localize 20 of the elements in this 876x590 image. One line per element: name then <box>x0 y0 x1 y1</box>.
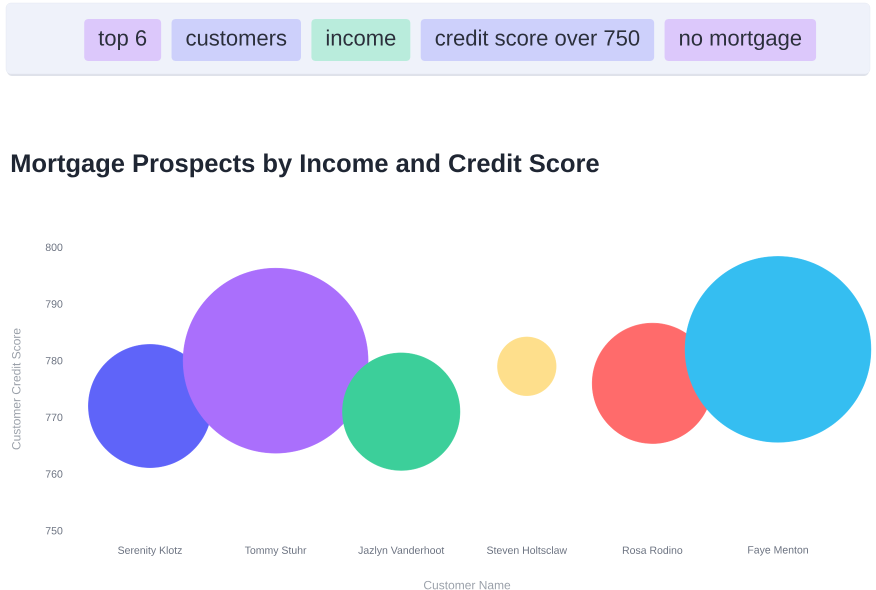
x-tick-label: Steven Holtsclaw <box>487 546 568 554</box>
y-tick-label: 750 <box>46 526 62 534</box>
x-tick-label: Tommy Stuhr <box>244 546 306 556</box>
x-tick-label: Rosa Rodino <box>622 546 682 554</box>
y-tick-label: 780 <box>46 356 62 364</box>
chart-title: Mortgage Prospects by Income and Credit Score <box>12 154 599 178</box>
y-axis-title: Customer Credit Score <box>12 328 21 450</box>
text: customers <box>186 31 286 46</box>
y-tick-label: 800 <box>46 244 62 252</box>
y-tick-label: 770 <box>46 414 62 422</box>
y-tick-label: 790 <box>46 300 62 308</box>
x-axis-title: Customer Name <box>424 580 510 590</box>
y-tick-label: 760 <box>46 470 62 478</box>
x-tick-label: Faye Menton <box>748 546 808 556</box>
text: income <box>326 30 396 46</box>
text: top 6 <box>98 30 146 50</box>
text: no mortgage <box>680 31 802 50</box>
x-tick-label: Jazlyn Vanderhoot <box>358 546 444 556</box>
x-tick-label: Serenity Klotz <box>118 546 182 556</box>
text: credit score over 750 <box>436 30 640 46</box>
